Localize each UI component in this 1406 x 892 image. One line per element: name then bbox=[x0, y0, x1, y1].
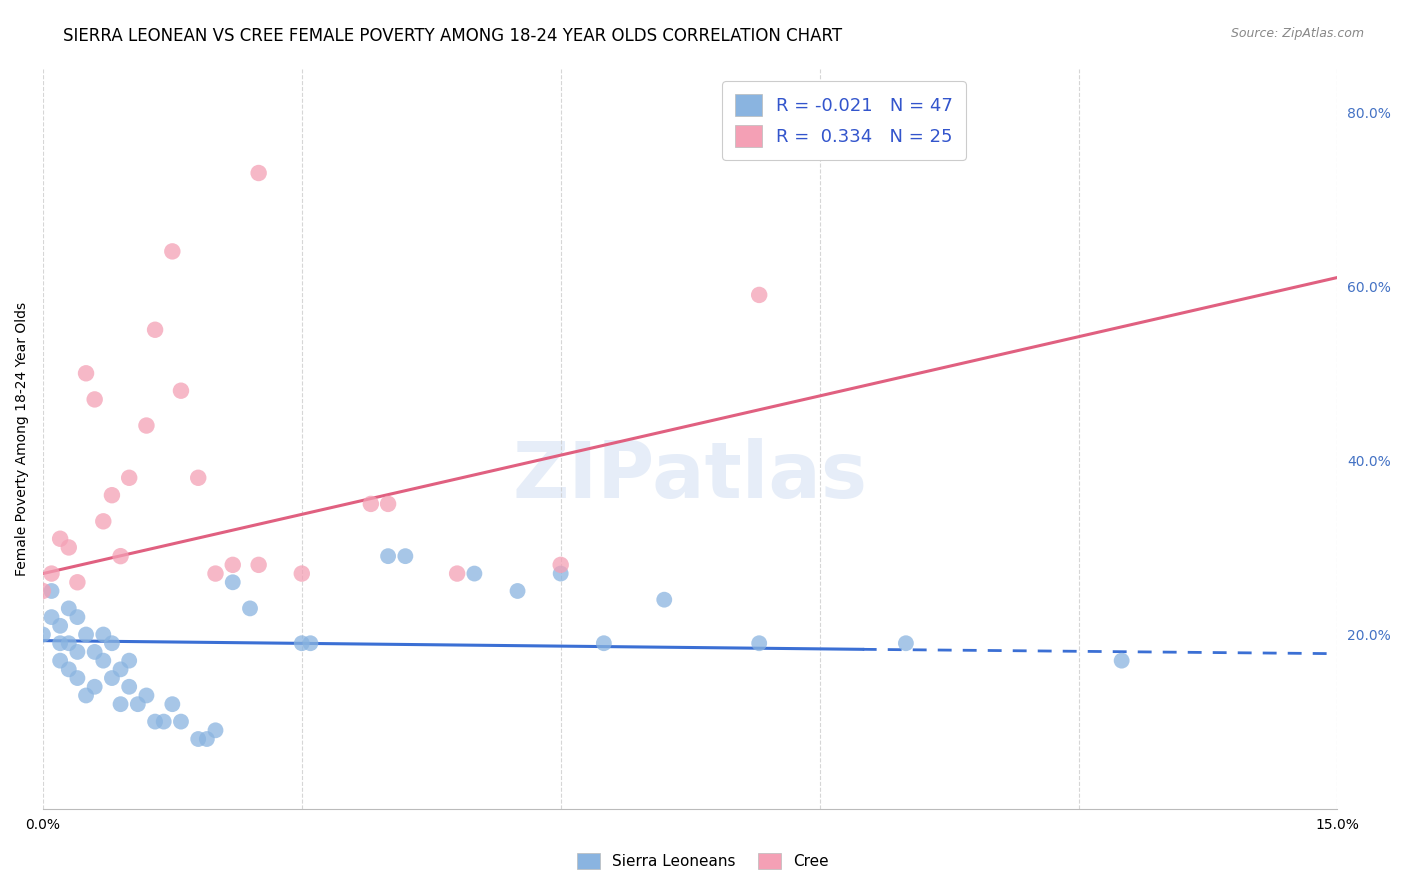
Point bbox=[49, 532, 72, 546]
Point bbox=[222, 575, 245, 590]
Point bbox=[101, 488, 124, 502]
Point bbox=[247, 166, 270, 180]
Point bbox=[204, 723, 226, 738]
Point bbox=[748, 636, 770, 650]
Point bbox=[143, 714, 166, 729]
Point bbox=[748, 288, 770, 302]
Point bbox=[58, 601, 80, 615]
Legend: R = -0.021   N = 47, R =  0.334   N = 25: R = -0.021 N = 47, R = 0.334 N = 25 bbox=[723, 81, 966, 160]
Point bbox=[83, 645, 105, 659]
Point bbox=[143, 323, 166, 337]
Point bbox=[239, 601, 262, 615]
Point bbox=[377, 549, 399, 563]
Point bbox=[41, 610, 63, 624]
Point bbox=[550, 566, 572, 581]
Text: SIERRA LEONEAN VS CREE FEMALE POVERTY AMONG 18-24 YEAR OLDS CORRELATION CHART: SIERRA LEONEAN VS CREE FEMALE POVERTY AM… bbox=[63, 27, 842, 45]
Point bbox=[222, 558, 245, 572]
Point bbox=[66, 671, 89, 685]
Y-axis label: Female Poverty Among 18-24 Year Olds: Female Poverty Among 18-24 Year Olds bbox=[15, 301, 30, 575]
Point bbox=[506, 584, 529, 599]
Point bbox=[170, 714, 193, 729]
Point bbox=[187, 471, 209, 485]
Point bbox=[592, 636, 614, 650]
Point bbox=[360, 497, 382, 511]
Point bbox=[83, 680, 105, 694]
Text: Source: ZipAtlas.com: Source: ZipAtlas.com bbox=[1230, 27, 1364, 40]
Point bbox=[195, 731, 218, 746]
Point bbox=[162, 244, 184, 259]
Point bbox=[32, 584, 55, 599]
Point bbox=[66, 645, 89, 659]
Point bbox=[127, 697, 149, 711]
Point bbox=[110, 697, 132, 711]
Point bbox=[66, 610, 89, 624]
Point bbox=[118, 654, 141, 668]
Point bbox=[66, 575, 89, 590]
Point bbox=[101, 671, 124, 685]
Point bbox=[162, 697, 184, 711]
Point bbox=[110, 662, 132, 676]
Point bbox=[91, 514, 114, 528]
Point bbox=[652, 592, 675, 607]
Point bbox=[204, 566, 226, 581]
Point bbox=[894, 636, 917, 650]
Point bbox=[170, 384, 193, 398]
Point bbox=[187, 731, 209, 746]
Point bbox=[49, 636, 72, 650]
Point bbox=[91, 627, 114, 641]
Point bbox=[32, 627, 55, 641]
Point bbox=[446, 566, 468, 581]
Text: ZIPatlas: ZIPatlas bbox=[513, 438, 868, 514]
Point bbox=[41, 566, 63, 581]
Point bbox=[377, 497, 399, 511]
Point bbox=[247, 558, 270, 572]
Point bbox=[49, 654, 72, 668]
Point bbox=[58, 541, 80, 555]
Point bbox=[118, 471, 141, 485]
Point bbox=[91, 654, 114, 668]
Point bbox=[135, 418, 157, 433]
Point bbox=[118, 680, 141, 694]
Point bbox=[299, 636, 322, 650]
Point bbox=[49, 619, 72, 633]
Point bbox=[58, 636, 80, 650]
Point bbox=[110, 549, 132, 563]
Point bbox=[101, 636, 124, 650]
Point bbox=[394, 549, 416, 563]
Point bbox=[75, 366, 97, 380]
Legend: Sierra Leoneans, Cree: Sierra Leoneans, Cree bbox=[571, 847, 835, 875]
Point bbox=[1111, 654, 1133, 668]
Point bbox=[135, 689, 157, 703]
Point bbox=[550, 558, 572, 572]
Point bbox=[75, 627, 97, 641]
Point bbox=[291, 566, 314, 581]
Point bbox=[83, 392, 105, 407]
Point bbox=[75, 689, 97, 703]
Point bbox=[58, 662, 80, 676]
Point bbox=[291, 636, 314, 650]
Point bbox=[152, 714, 174, 729]
Point bbox=[463, 566, 485, 581]
Point bbox=[41, 584, 63, 599]
